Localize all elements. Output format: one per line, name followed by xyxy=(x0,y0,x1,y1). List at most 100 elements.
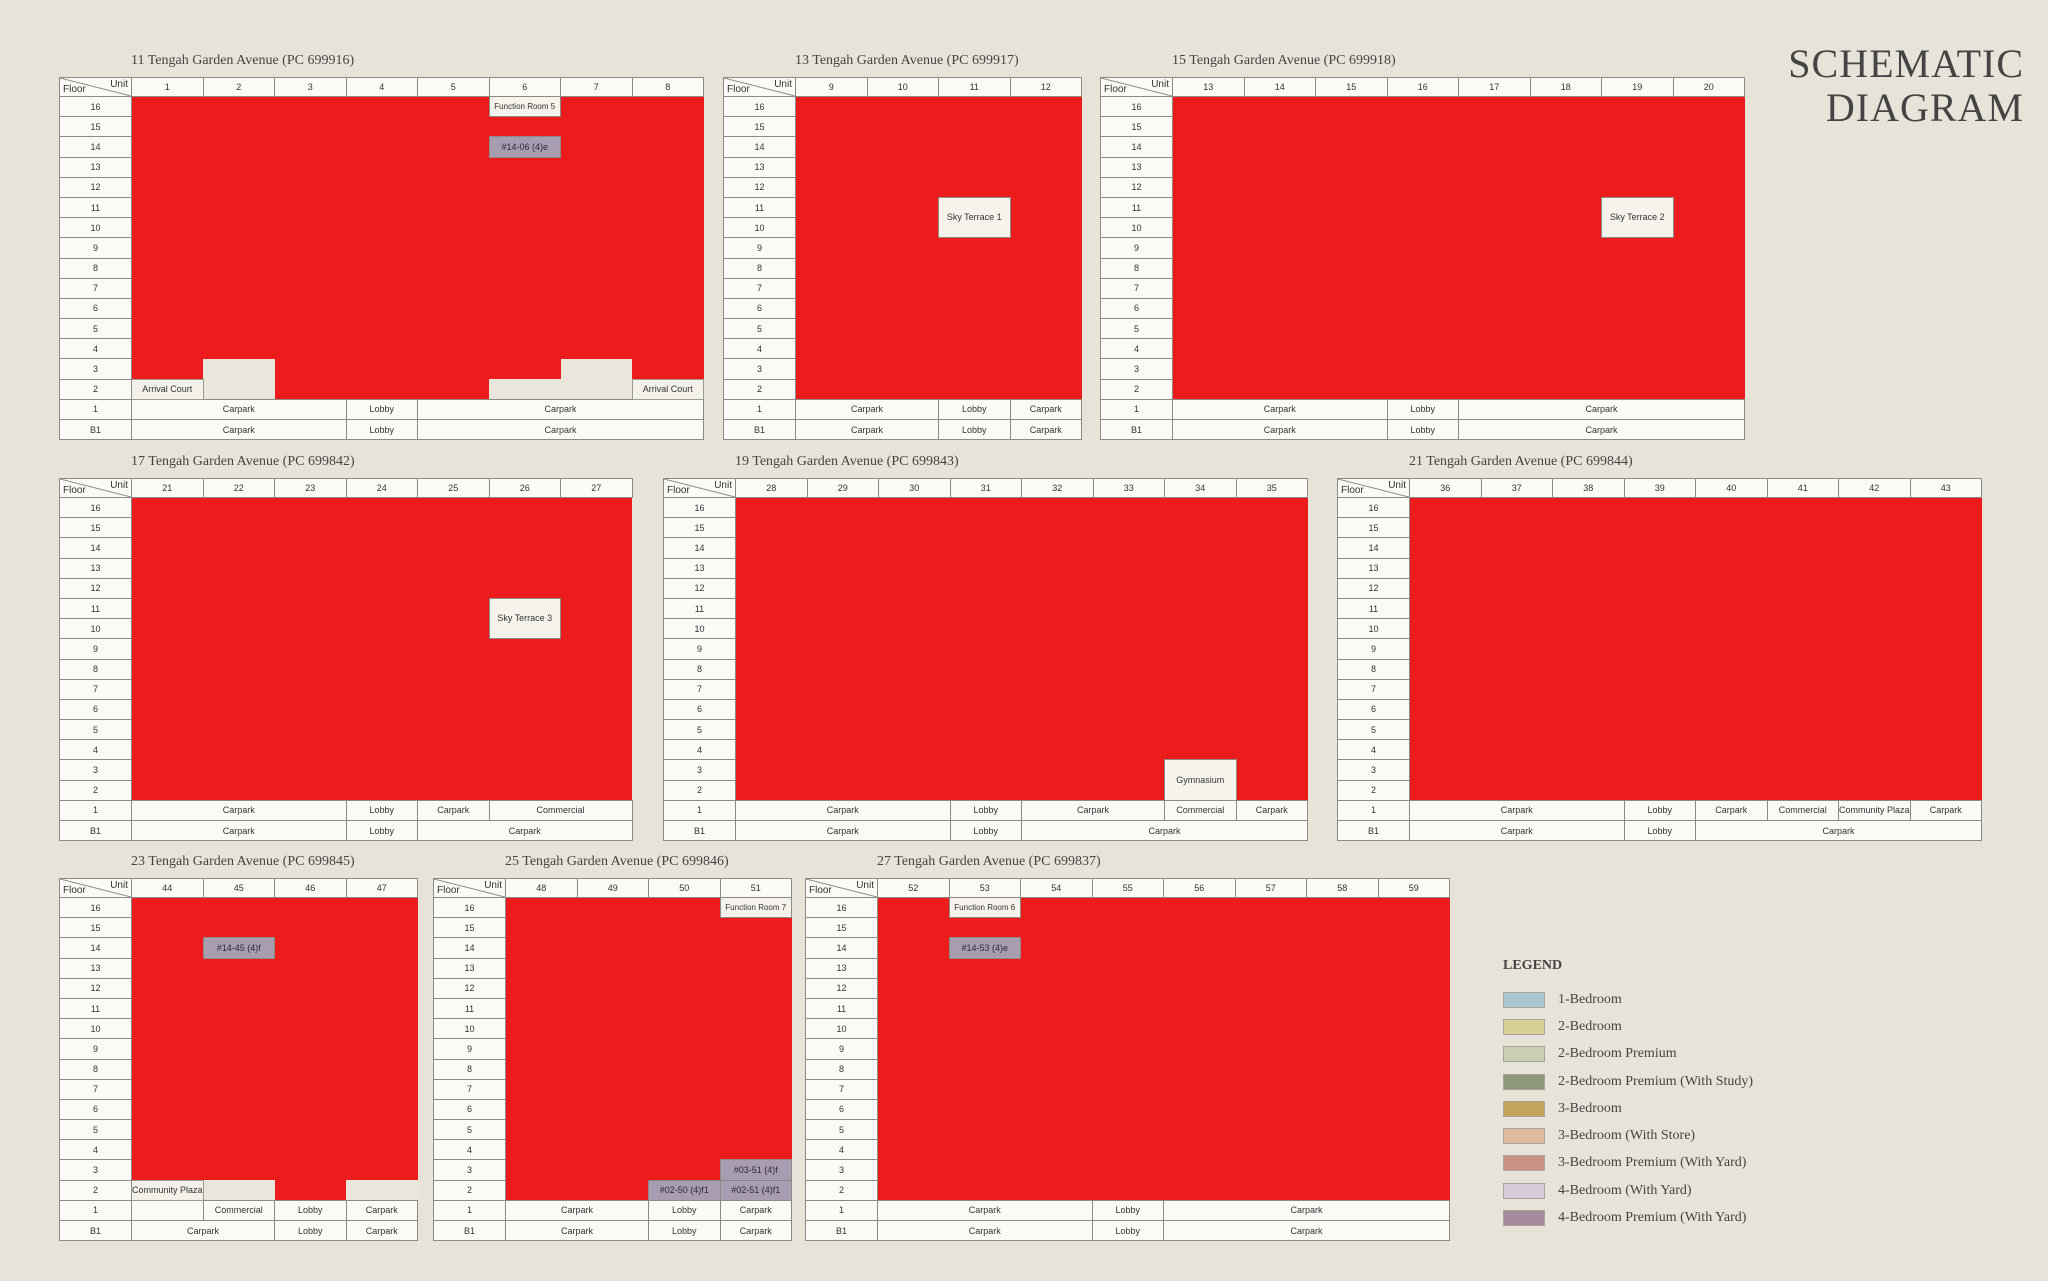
unit-sold[interactable] xyxy=(1010,358,1082,380)
unit-sold[interactable] xyxy=(735,679,807,700)
unit-sold[interactable] xyxy=(1236,578,1308,599)
unit-sold[interactable] xyxy=(577,897,649,918)
unit-sold[interactable] xyxy=(1601,237,1673,258)
unit-sold[interactable] xyxy=(1163,937,1235,959)
unit-sold[interactable] xyxy=(1673,358,1745,380)
unit-sold[interactable] xyxy=(346,719,418,740)
unit-sold[interactable] xyxy=(1910,537,1982,559)
unit-sold[interactable] xyxy=(1164,517,1236,538)
unit-sold[interactable] xyxy=(867,298,939,319)
unit-sold[interactable] xyxy=(1244,177,1316,198)
unit-sold[interactable] xyxy=(1838,699,1910,720)
unit-sold[interactable] xyxy=(1020,1159,1092,1181)
unit-sold[interactable] xyxy=(1010,318,1082,339)
unit-sold[interactable] xyxy=(417,157,489,178)
unit-sold[interactable] xyxy=(1530,258,1602,279)
unit-sold[interactable] xyxy=(1010,177,1082,198)
unit-sold[interactable] xyxy=(1601,379,1673,400)
unit-sold[interactable] xyxy=(489,318,561,339)
unit-sold[interactable] xyxy=(203,96,275,117)
unit-sold[interactable] xyxy=(1767,679,1839,700)
unit-sold[interactable] xyxy=(648,1059,720,1080)
unit-sold[interactable] xyxy=(1481,558,1553,579)
unit-sold[interactable] xyxy=(1020,1059,1092,1080)
unit-sold[interactable] xyxy=(807,618,879,639)
unit-sold[interactable] xyxy=(560,719,632,740)
unit-sold[interactable] xyxy=(1838,739,1910,760)
unit-sold[interactable] xyxy=(1624,679,1696,700)
unit-sold[interactable] xyxy=(867,237,939,258)
unit-sold[interactable] xyxy=(1306,897,1378,918)
unit-sold[interactable] xyxy=(1021,618,1093,639)
unit-sold[interactable] xyxy=(795,237,867,258)
unit-sold[interactable] xyxy=(1164,578,1236,599)
unit-sold[interactable] xyxy=(1163,1119,1235,1140)
unit-sold[interactable] xyxy=(1235,1119,1307,1140)
unit-sold[interactable] xyxy=(1530,298,1602,319)
unit-sold[interactable] xyxy=(1164,598,1236,619)
unit-sold[interactable] xyxy=(131,897,203,918)
unit-sold[interactable] xyxy=(1092,1079,1164,1100)
unit-sold[interactable] xyxy=(203,258,275,279)
unit-sold[interactable] xyxy=(1315,358,1387,380)
unit-sold[interactable] xyxy=(807,780,879,801)
unit-sold[interactable] xyxy=(795,358,867,380)
unit-sold[interactable] xyxy=(1673,177,1745,198)
unit-sold[interactable] xyxy=(1673,197,1745,218)
unit-sold[interactable] xyxy=(1673,318,1745,339)
unit-sold[interactable] xyxy=(274,917,346,938)
unit-sold[interactable] xyxy=(735,618,807,639)
unit-sold[interactable] xyxy=(131,517,203,538)
unit-sold[interactable] xyxy=(346,659,418,680)
unit-sold[interactable] xyxy=(1838,659,1910,680)
unit-sold[interactable] xyxy=(203,237,275,258)
unit-sold[interactable] xyxy=(1093,598,1165,619)
unit-sold[interactable] xyxy=(274,96,346,117)
unit-sold[interactable] xyxy=(1315,157,1387,178)
unit-sold[interactable] xyxy=(1530,177,1602,198)
unit-sold[interactable] xyxy=(203,1038,275,1059)
unit-sold[interactable] xyxy=(1458,379,1530,400)
unit-sold[interactable] xyxy=(950,578,1022,599)
unit-sold[interactable] xyxy=(1236,759,1308,781)
unit-sold[interactable] xyxy=(560,96,632,117)
unit-sold[interactable] xyxy=(1552,618,1624,639)
unit-sold[interactable] xyxy=(1235,1018,1307,1039)
unit-sold[interactable] xyxy=(807,699,879,720)
unit-sold[interactable] xyxy=(1244,217,1316,238)
unit-sold[interactable] xyxy=(1021,497,1093,518)
unit-sold[interactable] xyxy=(203,578,275,599)
unit-sold[interactable] xyxy=(735,638,807,659)
unit-sold[interactable] xyxy=(1163,897,1235,918)
unit-sold[interactable] xyxy=(346,157,418,178)
unit-sold[interactable] xyxy=(1378,1079,1450,1100)
unit-sold[interactable] xyxy=(1695,739,1767,760)
unit-sold[interactable] xyxy=(346,197,418,218)
unit-available[interactable]: #02-51 (4)f1 xyxy=(719,1179,792,1201)
unit-sold[interactable] xyxy=(1235,1099,1307,1120)
unit-sold[interactable] xyxy=(1409,719,1481,740)
unit-sold[interactable] xyxy=(720,958,792,979)
unit-sold[interactable] xyxy=(1624,618,1696,639)
unit-sold[interactable] xyxy=(1458,278,1530,299)
unit-sold[interactable] xyxy=(1767,780,1839,801)
unit-sold[interactable] xyxy=(346,679,418,700)
unit-sold[interactable] xyxy=(203,699,275,720)
unit-sold[interactable] xyxy=(807,739,879,760)
unit-sold[interactable] xyxy=(1601,258,1673,279)
unit-sold[interactable] xyxy=(1409,598,1481,619)
unit-sold[interactable] xyxy=(505,1099,577,1120)
unit-sold[interactable] xyxy=(807,598,879,619)
unit-sold[interactable] xyxy=(950,759,1022,781)
unit-sold[interactable] xyxy=(560,237,632,258)
unit-sold[interactable] xyxy=(1021,537,1093,559)
unit-sold[interactable] xyxy=(1530,217,1602,238)
unit-sold[interactable] xyxy=(505,897,577,918)
unit-sold[interactable] xyxy=(1387,258,1459,279)
unit-sold[interactable] xyxy=(1673,237,1745,258)
unit-sold[interactable] xyxy=(1378,1180,1450,1201)
unit-sold[interactable] xyxy=(632,298,704,319)
unit-sold[interactable] xyxy=(560,699,632,720)
unit-sold[interactable] xyxy=(1172,96,1244,117)
unit-sold[interactable] xyxy=(346,497,418,518)
